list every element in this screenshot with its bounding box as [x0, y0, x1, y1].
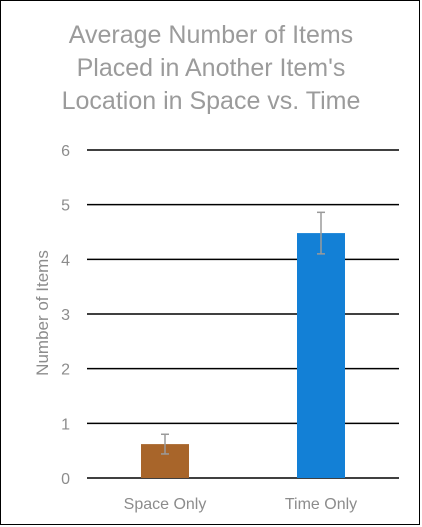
- chart-title-line-1: Average Number of Items: [68, 21, 354, 49]
- bars: [141, 233, 345, 478]
- y-axis-title: Number of Items: [33, 250, 52, 376]
- y-tick-label-0: 0: [61, 471, 70, 488]
- error-bar-time-only: [317, 211, 325, 255]
- gridlines: [87, 149, 399, 479]
- y-tick-label-5: 5: [61, 198, 70, 215]
- error-bars: [161, 211, 325, 455]
- y-tick-label-4: 4: [61, 252, 70, 269]
- chart-title-line-2: Placed in Another Item's: [76, 54, 346, 82]
- y-tick-label-3: 3: [61, 307, 70, 324]
- y-tick-label-2: 2: [61, 362, 70, 379]
- chart-title: Average Number of Items Placed in Anothe…: [21, 19, 401, 118]
- chart-title-line-3: Location in Space vs. Time: [61, 87, 361, 115]
- y-tick-label-6: 6: [61, 143, 70, 160]
- y-axis-tick-labels: 0 1 2 3 4 5 6: [61, 143, 70, 488]
- x-axis-tick-labels: Space Only Time Only: [124, 496, 358, 513]
- x-tick-label-space-only: Space Only: [124, 496, 207, 513]
- bar-time-only: [297, 233, 345, 478]
- y-tick-label-1: 1: [61, 416, 70, 433]
- error-bar-space-only: [161, 433, 169, 455]
- x-tick-label-time-only: Time Only: [285, 496, 357, 513]
